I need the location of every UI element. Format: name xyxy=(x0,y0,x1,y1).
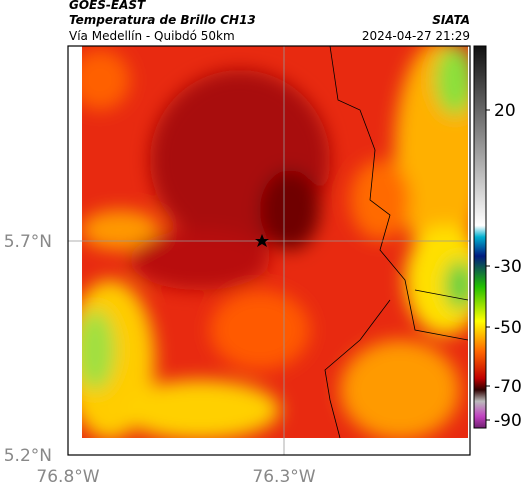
satellite: GOES-EAST xyxy=(69,0,146,12)
lon-tick-label: 76.8°W xyxy=(36,467,99,487)
map-frame xyxy=(67,45,471,456)
source: SIATA xyxy=(432,13,470,27)
lat-tick-label: 5.7°N xyxy=(4,232,52,252)
lat-tick-label: 5.2°N xyxy=(4,446,52,466)
region: Vía Medellín - Quibdó 50km xyxy=(69,29,235,43)
boundary xyxy=(324,45,469,439)
product: Temperatura de Brillo CH13 xyxy=(69,13,256,27)
colorbar-tick-label: 20 xyxy=(494,101,516,121)
location-marker xyxy=(255,234,269,247)
colorbar-tick-label: -50 xyxy=(494,318,522,338)
lon-tick-label: 76.3°W xyxy=(252,467,315,487)
colorbar-tick-label: -70 xyxy=(494,377,522,397)
colorbar-tick-label: -30 xyxy=(494,257,522,277)
datetime: 2024-04-27 21:29 xyxy=(361,29,470,43)
brightness-temperature-field xyxy=(82,46,468,438)
colorbar xyxy=(473,45,487,429)
colorbar-tick-label: -90 xyxy=(494,411,522,431)
